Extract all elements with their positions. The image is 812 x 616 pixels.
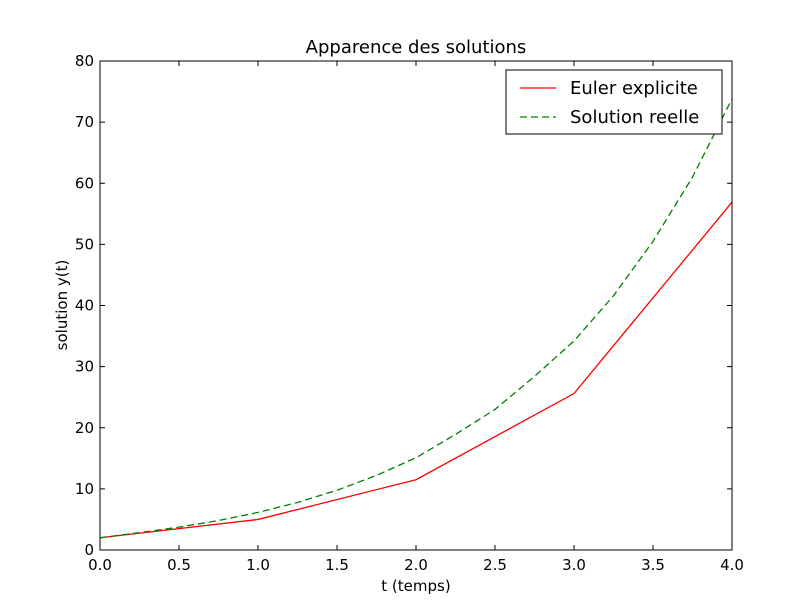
series-group	[100, 98, 732, 539]
x-tick-label: 2.5	[483, 556, 507, 574]
y-tick-label: 10	[75, 480, 94, 498]
y-tick-label: 80	[75, 52, 94, 70]
x-tick-label: 3.0	[562, 556, 586, 574]
chart-title: Apparence des solutions	[306, 37, 527, 58]
y-axis-label: solution y(t)	[53, 260, 71, 351]
x-tick-label: 1.5	[325, 556, 349, 574]
x-tick-label: 0.0	[88, 556, 112, 574]
axes: 0.0 0.5 1.0 1.5 2.0 2.5 3.0 3.5 4.0 0 10 20 30 40 50 60…	[75, 52, 744, 574]
x-tick-label: 3.5	[641, 556, 665, 574]
legend-label: Solution reelle	[570, 107, 699, 128]
y-tick-label: 70	[75, 113, 94, 131]
y-tick-label: 30	[75, 358, 94, 376]
y-tick-label: 50	[75, 235, 94, 253]
y-tick-label: 0	[84, 541, 94, 559]
series-line-euler-explicite	[100, 201, 732, 539]
legend-box	[505, 69, 723, 135]
legend: Euler explicite Solution reelle	[505, 69, 723, 135]
series-line-solution-reelle	[100, 98, 732, 539]
x-tick-label: 4.0	[720, 556, 744, 574]
plot-area	[100, 98, 732, 539]
y-tick-label: 20	[75, 419, 94, 437]
x-tick-label: 2.0	[404, 556, 428, 574]
y-tick-label: 40	[75, 297, 94, 315]
x-tick-label: 0.5	[167, 556, 191, 574]
legend-label: Euler explicite	[570, 78, 698, 99]
y-tick-label: 60	[75, 174, 94, 192]
x-axis-label: t (temps)	[381, 577, 450, 595]
x-tick-label: 1.0	[246, 556, 270, 574]
